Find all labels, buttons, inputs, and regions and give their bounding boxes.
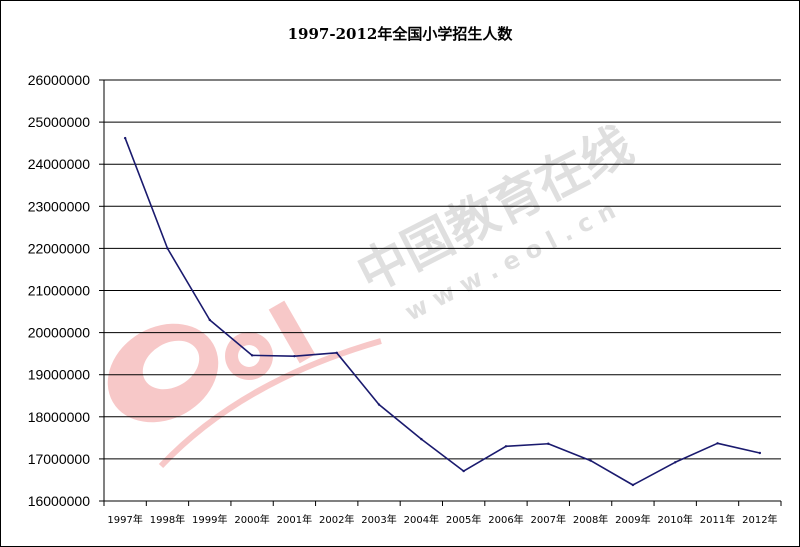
y-tick-label: 24000000 [28, 156, 91, 172]
series-layer [123, 136, 762, 487]
x-tick-label: 2003年 [361, 513, 396, 526]
gridlines [104, 79, 781, 460]
data-point [123, 136, 127, 140]
x-axis-ticks: 1997年 1998年 1999年 2000年 2001年 2002年 2003年 2004年… [103, 501, 782, 526]
y-tick-label: 18000000 [28, 409, 91, 425]
x-tick-label: 2007年 [531, 513, 566, 526]
data-point [250, 354, 254, 357]
data-point [377, 403, 381, 406]
y-tick-label: 20000000 [28, 325, 91, 341]
y-tick-label: 22000000 [28, 240, 91, 256]
x-tick-label: 1999年 [192, 513, 227, 526]
y-tick-label: 16000000 [28, 493, 91, 509]
data-point [631, 483, 635, 487]
x-tick-label: 2005年 [446, 513, 481, 526]
y-tick-label: 21000000 [28, 283, 91, 299]
x-tick-label: 1997年 [107, 513, 142, 526]
x-tick-label: 2012年 [742, 513, 777, 526]
y-tick-label: 26000000 [28, 72, 91, 88]
series-line [124, 137, 761, 486]
x-tick-label: 2006年 [488, 513, 523, 526]
x-tick-label: 2011年 [700, 513, 735, 526]
y-tick-label: 23000000 [28, 198, 91, 214]
data-point [758, 451, 762, 455]
x-tick-label: 2002年 [319, 513, 354, 526]
x-tick-label: 2009年 [615, 513, 650, 526]
x-tick-label: 2008年 [573, 513, 608, 526]
y-tick-label: 19000000 [28, 367, 91, 383]
data-point [547, 442, 550, 445]
y-tick-label: 25000000 [28, 114, 91, 130]
watermark-group: 中国教育在线 w w w . e o l . c n [348, 116, 642, 327]
x-tick-label: 2004年 [404, 513, 439, 526]
data-point [293, 354, 296, 358]
data-point [166, 247, 169, 250]
data-point [716, 442, 719, 445]
data-point [462, 469, 465, 473]
data-point [335, 351, 338, 355]
x-tick-label: 2010年 [657, 513, 692, 526]
x-tick-label: 1998年 [150, 513, 185, 526]
chart-title: 1997-2012年全国小学招生人数 [288, 25, 514, 43]
data-point [208, 318, 211, 322]
data-point [674, 461, 677, 464]
x-tick-label: 2001年 [277, 513, 312, 526]
data-point [504, 445, 508, 448]
data-point [589, 459, 592, 462]
y-axis-ticks: 16000000 17000000 18000000 19000000 20000000… [28, 72, 104, 509]
y-tick-label: 17000000 [28, 451, 91, 467]
eol-logo-watermark [107, 300, 382, 469]
x-tick-label: 2000年 [234, 513, 269, 526]
data-point [420, 437, 423, 441]
